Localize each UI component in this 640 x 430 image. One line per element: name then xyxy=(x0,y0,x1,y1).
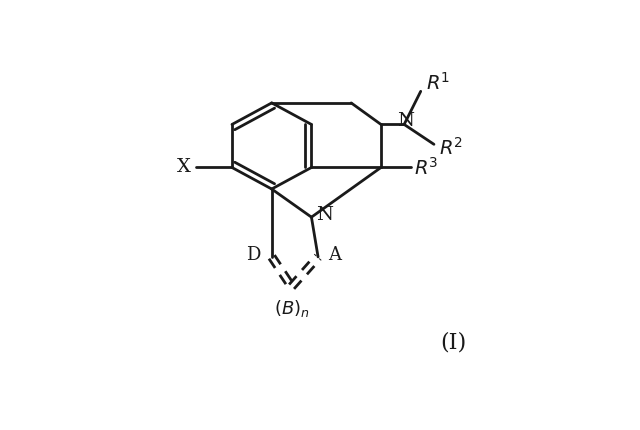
Text: A: A xyxy=(328,246,341,264)
Text: X: X xyxy=(177,159,191,176)
Text: $(B)_n$: $(B)_n$ xyxy=(274,298,309,319)
Text: $R^2$: $R^2$ xyxy=(439,137,463,159)
Text: N: N xyxy=(397,112,414,130)
Text: (I): (I) xyxy=(441,332,467,354)
Text: $R^3$: $R^3$ xyxy=(414,157,438,178)
Text: $R^1$: $R^1$ xyxy=(426,72,450,94)
Text: N: N xyxy=(316,206,333,224)
Text: D: D xyxy=(246,246,260,264)
